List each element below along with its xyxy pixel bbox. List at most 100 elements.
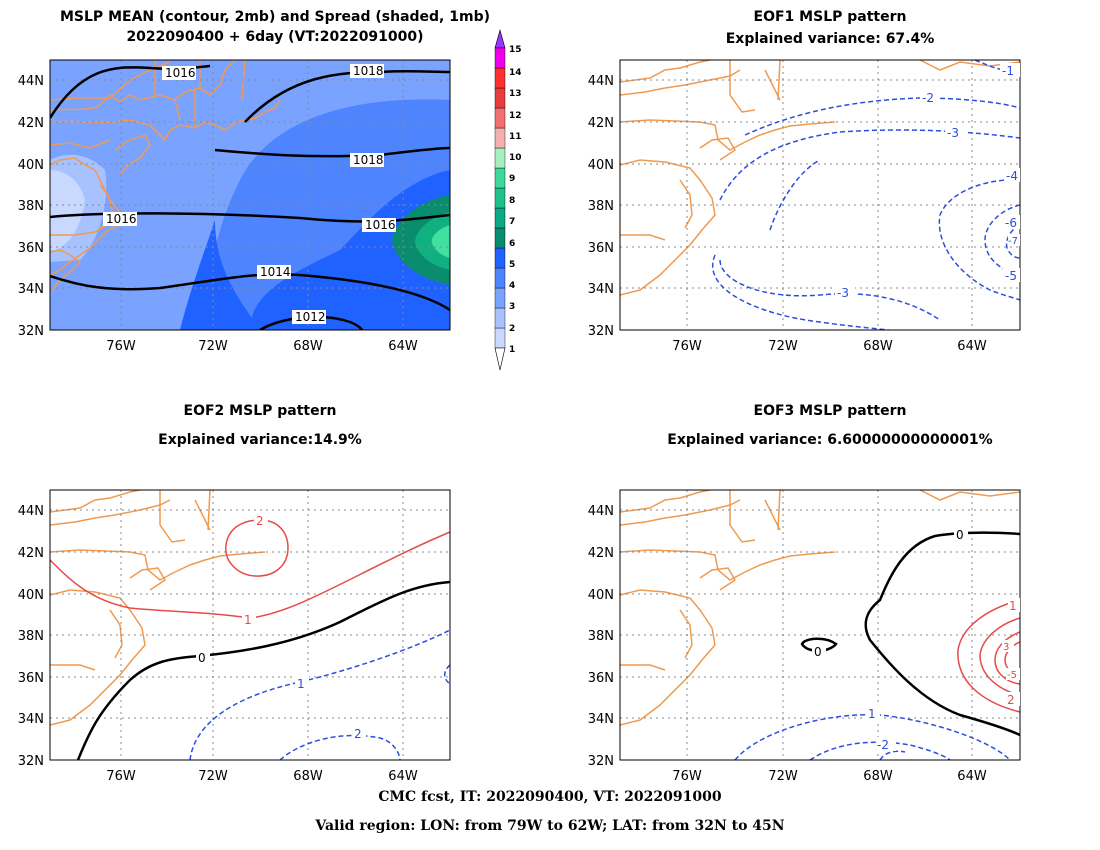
lat-label: 34N xyxy=(588,282,614,297)
lat-label: 34N xyxy=(18,282,44,297)
lat-label: 44N xyxy=(18,504,44,519)
colorbar-box xyxy=(494,227,506,249)
panel1-lon-labels: 76W 72W 68W 64W xyxy=(106,339,418,354)
contour-label: 0 xyxy=(814,645,822,659)
lat-label: 38N xyxy=(18,629,44,644)
panel2-lat-labels: 44N 42N 40N 38N 36N 34N 32N xyxy=(588,74,614,339)
contour-label: 1 xyxy=(868,707,876,721)
lon-label: 64W xyxy=(388,339,418,354)
panel1-frame xyxy=(49,59,451,331)
lon-label: 64W xyxy=(388,769,418,784)
panel1-map: 1016 1018 1018 1016 1016 1014 1012 xyxy=(49,59,451,331)
panel1-title-line2: 2022090400 + 6day (VT:2022091000) xyxy=(126,29,424,45)
lon-label: 68W xyxy=(863,339,893,354)
lat-label: 32N xyxy=(18,324,44,339)
colorbar-box xyxy=(494,327,506,349)
lat-label: 36N xyxy=(18,241,44,256)
panel3-contour-labels: 2 1 0 1 2 xyxy=(196,513,366,741)
colorbar-box xyxy=(494,167,506,189)
colorbar-box xyxy=(494,267,506,289)
contour-label: 1018 xyxy=(353,64,384,78)
panel1-title-line1: MSLP MEAN (contour, 2mb) and Spread (sha… xyxy=(60,9,490,25)
panel1-contour-labels: 1016 1018 1018 1016 1016 1014 1012 xyxy=(103,64,396,324)
panel4-coastline xyxy=(620,490,1020,726)
lat-label: 38N xyxy=(588,629,614,644)
colorbar-box xyxy=(494,147,506,169)
colorbar-label: 11 xyxy=(509,132,522,142)
colorbar-box xyxy=(494,47,506,69)
lat-label: 40N xyxy=(18,158,44,173)
contour-label: 1018 xyxy=(353,153,384,167)
colorbar-box xyxy=(494,287,506,309)
footer-line1: CMC fcst, IT: 2022090400, VT: 2022091000 xyxy=(378,789,722,805)
lon-label: 64W xyxy=(957,769,987,784)
panel3-coastline xyxy=(50,490,266,726)
colorbar-boxes xyxy=(494,47,506,349)
lat-label: 40N xyxy=(18,588,44,603)
colorbar-label: 9 xyxy=(509,174,515,184)
panel3-zero-contour xyxy=(76,580,450,760)
lat-label: 34N xyxy=(588,712,614,727)
contour-label: -6 xyxy=(1005,216,1017,230)
contour-label: -5 xyxy=(1005,269,1017,283)
colorbar-box xyxy=(494,247,506,269)
panel3-frame xyxy=(49,489,451,761)
lat-label: 42N xyxy=(18,546,44,561)
colorbar-top-arrow xyxy=(494,28,506,49)
lon-label: 68W xyxy=(863,769,893,784)
panel4-map: 0 0 1 1 -2 3 -5 2 xyxy=(619,489,1021,761)
panel1-spread-level9 xyxy=(431,225,450,258)
colorbar-label: 1 xyxy=(509,345,515,355)
colorbar-box xyxy=(494,87,506,109)
colorbar-label: 15 xyxy=(509,45,522,55)
panel3-title-line1: EOF2 MSLP pattern xyxy=(183,403,337,419)
contour-label: -5 xyxy=(1007,670,1017,681)
contour-label: -2 xyxy=(922,91,934,105)
colorbar-box xyxy=(494,107,506,129)
colorbar-label: 4 xyxy=(509,281,515,291)
lat-label: 32N xyxy=(588,324,614,339)
panel2-contour-labels: -1 -2 -3 -4 -6 -7 -5 -3 xyxy=(835,63,1020,300)
panel3-title: EOF2 MSLP pattern Explained variance:14.… xyxy=(50,403,470,448)
panel3-positive-contours xyxy=(50,519,450,619)
panel2-contours xyxy=(712,60,1020,330)
contour-label: -3 xyxy=(837,286,849,300)
lat-label: 40N xyxy=(588,158,614,173)
contour-label: 2 xyxy=(354,727,362,741)
lon-label: 72W xyxy=(198,339,228,354)
colorbar-box xyxy=(494,67,506,89)
colorbar-label: 13 xyxy=(509,89,522,99)
lat-label: 38N xyxy=(18,199,44,214)
colorbar-labels: 15 14 13 12 11 10 9 8 7 6 5 4 3 2 1 xyxy=(509,45,522,355)
lat-label: 36N xyxy=(588,671,614,686)
colorbar-bottom-arrow xyxy=(494,347,506,371)
contour-label: -2 xyxy=(877,738,889,752)
panel2-map: -1 -2 -3 -4 -6 -7 -5 -3 xyxy=(619,59,1021,331)
panel2-coastline xyxy=(620,60,1020,296)
lat-label: 44N xyxy=(588,74,614,89)
lon-label: 72W xyxy=(198,769,228,784)
colorbar-label: 12 xyxy=(509,111,522,121)
colorbar-label: 5 xyxy=(509,260,515,270)
colorbar-box xyxy=(494,187,506,209)
contour-label: -7 xyxy=(1008,236,1018,247)
contour-label: 2 xyxy=(256,514,264,528)
panel1-spread-level5b xyxy=(180,220,260,330)
panel1-grid xyxy=(50,60,450,330)
lon-label: 76W xyxy=(672,769,702,784)
panel4-title-line1: EOF3 MSLP pattern xyxy=(753,403,907,419)
contour-label: 1016 xyxy=(165,66,196,80)
colorbar-label: 3 xyxy=(509,302,515,312)
lat-label: 42N xyxy=(18,116,44,131)
footer-line2: Valid region: LON: from 79W to 62W; LAT:… xyxy=(315,818,785,834)
lat-label: 42N xyxy=(588,116,614,131)
lat-label: 44N xyxy=(18,74,44,89)
panel3-negative-contours xyxy=(189,629,450,760)
panel4-title-line2: Explained variance: 6.60000000000001% xyxy=(667,432,993,448)
colorbar-box xyxy=(494,307,506,329)
panel4-lat-labels: 44N 42N 40N 38N 36N 34N 32N xyxy=(588,504,614,769)
colorbar: 15 14 13 12 11 10 9 8 7 6 5 4 3 2 1 xyxy=(494,28,522,371)
lon-label: 72W xyxy=(768,339,798,354)
colorbar-label: 10 xyxy=(509,153,522,163)
